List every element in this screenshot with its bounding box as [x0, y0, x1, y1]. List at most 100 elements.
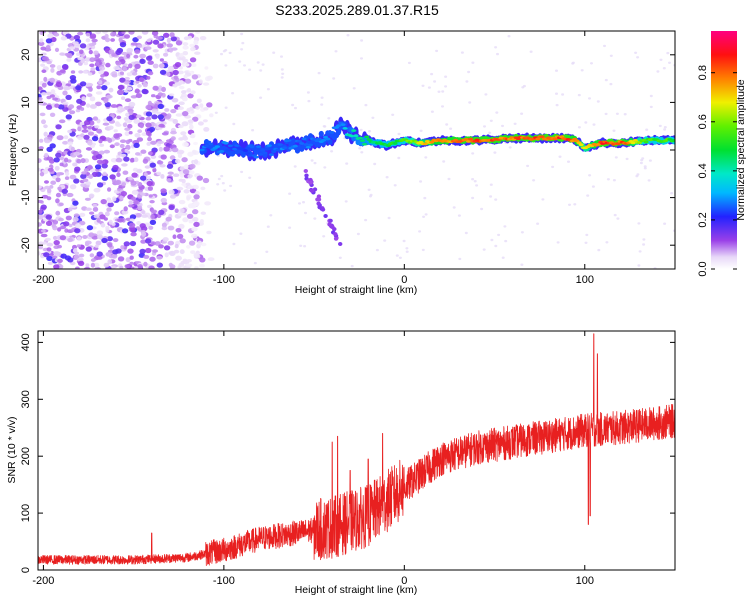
noise-speckle	[137, 264, 143, 269]
faint-speckle	[419, 129, 423, 132]
faint-speckle	[293, 165, 297, 168]
signal-cell	[468, 137, 474, 141]
noise-speckle	[187, 35, 192, 40]
noise-speckle	[108, 87, 114, 93]
noise-speckle	[121, 210, 129, 215]
x-tick-label: 100	[576, 274, 594, 286]
noise-speckle	[121, 163, 128, 167]
faint-speckle	[369, 193, 373, 197]
noise-speckle	[118, 37, 123, 43]
faint-speckle	[320, 103, 324, 106]
noise-speckle	[65, 114, 73, 120]
signal-cell	[349, 134, 355, 138]
noise-speckle	[124, 76, 130, 81]
noise-speckle	[168, 93, 175, 97]
signal-cell	[290, 138, 296, 145]
signal-cell	[316, 137, 322, 141]
faint-speckle	[494, 244, 498, 248]
faint-speckle	[616, 217, 620, 220]
faint-speckle	[614, 156, 618, 159]
noise-speckle	[146, 141, 151, 146]
noise-speckle	[84, 197, 91, 201]
noise-speckle	[123, 81, 130, 85]
noise-speckle	[92, 203, 98, 208]
noise-speckle	[134, 266, 139, 269]
faint-speckle	[302, 201, 305, 204]
noise-speckle	[194, 266, 199, 269]
noise-speckle	[121, 96, 126, 100]
noise-speckle	[38, 209, 43, 214]
noise-speckle	[101, 175, 109, 181]
noise-speckle	[44, 139, 51, 144]
noise-speckle	[60, 253, 67, 259]
noise-speckle	[67, 129, 73, 134]
faint-speckle	[526, 164, 530, 168]
noise-speckle	[94, 244, 99, 248]
faint-speckle	[385, 176, 389, 179]
noise-speckle	[54, 251, 62, 257]
noise-speckle	[181, 178, 186, 184]
noise-speckle	[129, 214, 137, 220]
faint-speckle	[303, 245, 307, 248]
signal-cell	[364, 135, 370, 139]
y-tick-label: 0	[20, 567, 32, 573]
noise-speckle	[209, 113, 214, 118]
faint-speckle	[489, 119, 493, 123]
faint-speckle	[345, 162, 349, 165]
signal-cell	[214, 145, 220, 149]
noise-speckle	[83, 266, 91, 269]
faint-speckle	[568, 203, 571, 206]
noise-speckle	[45, 104, 53, 110]
noise-speckle	[88, 49, 93, 55]
noise-speckle	[43, 252, 50, 258]
y-tick-label: 10	[20, 96, 32, 108]
noise-speckle	[83, 61, 89, 66]
noise-speckle	[176, 186, 184, 191]
noise-speckle	[193, 159, 199, 165]
noise-speckle	[55, 198, 60, 204]
noise-speckle	[74, 251, 80, 256]
signal-cell	[281, 146, 288, 150]
faint-speckle	[280, 76, 284, 79]
noise-speckle	[86, 93, 93, 97]
faint-speckle	[670, 192, 674, 195]
faint-speckle	[663, 222, 667, 225]
noise-speckle	[63, 157, 69, 163]
noise-speckle	[50, 180, 57, 185]
faint-speckle	[444, 85, 448, 88]
faint-speckle	[597, 248, 601, 252]
spectrogram-x-axis: -200 -100 0 100	[32, 31, 594, 286]
faint-speckle	[642, 243, 646, 246]
noise-speckle	[57, 258, 63, 263]
noise-speckle	[123, 241, 130, 247]
faint-speckle	[231, 92, 235, 95]
noise-speckle	[152, 39, 160, 45]
noise-speckle	[126, 86, 133, 91]
signal-cell	[318, 130, 324, 137]
noise-speckle	[122, 63, 128, 67]
signal-cell	[353, 134, 359, 138]
noise-speckle	[38, 222, 42, 227]
faint-speckle	[307, 99, 311, 103]
noise-speckle	[146, 38, 152, 43]
faint-speckle	[609, 82, 613, 86]
noise-speckle	[158, 209, 165, 215]
noise-speckle	[135, 213, 142, 218]
noise-speckle	[41, 92, 47, 96]
noise-speckle	[49, 64, 56, 68]
noise-speckle	[147, 151, 153, 156]
noise-speckle	[63, 150, 69, 155]
noise-speckle	[101, 85, 108, 91]
noise-speckle	[152, 249, 158, 253]
signal-cell	[249, 145, 255, 149]
noise-speckle	[152, 110, 159, 114]
colorbar-tick-label: 0.6	[697, 114, 709, 129]
spectrogram-y-axis: -20 -10 0 10 20	[20, 49, 675, 253]
noise-speckle	[49, 94, 56, 98]
noise-speckle	[79, 43, 87, 49]
noise-speckle	[113, 129, 118, 133]
noise-speckle	[107, 199, 113, 203]
faint-speckle	[605, 241, 609, 244]
noise-speckle	[62, 221, 70, 227]
noise-speckle	[199, 103, 204, 108]
